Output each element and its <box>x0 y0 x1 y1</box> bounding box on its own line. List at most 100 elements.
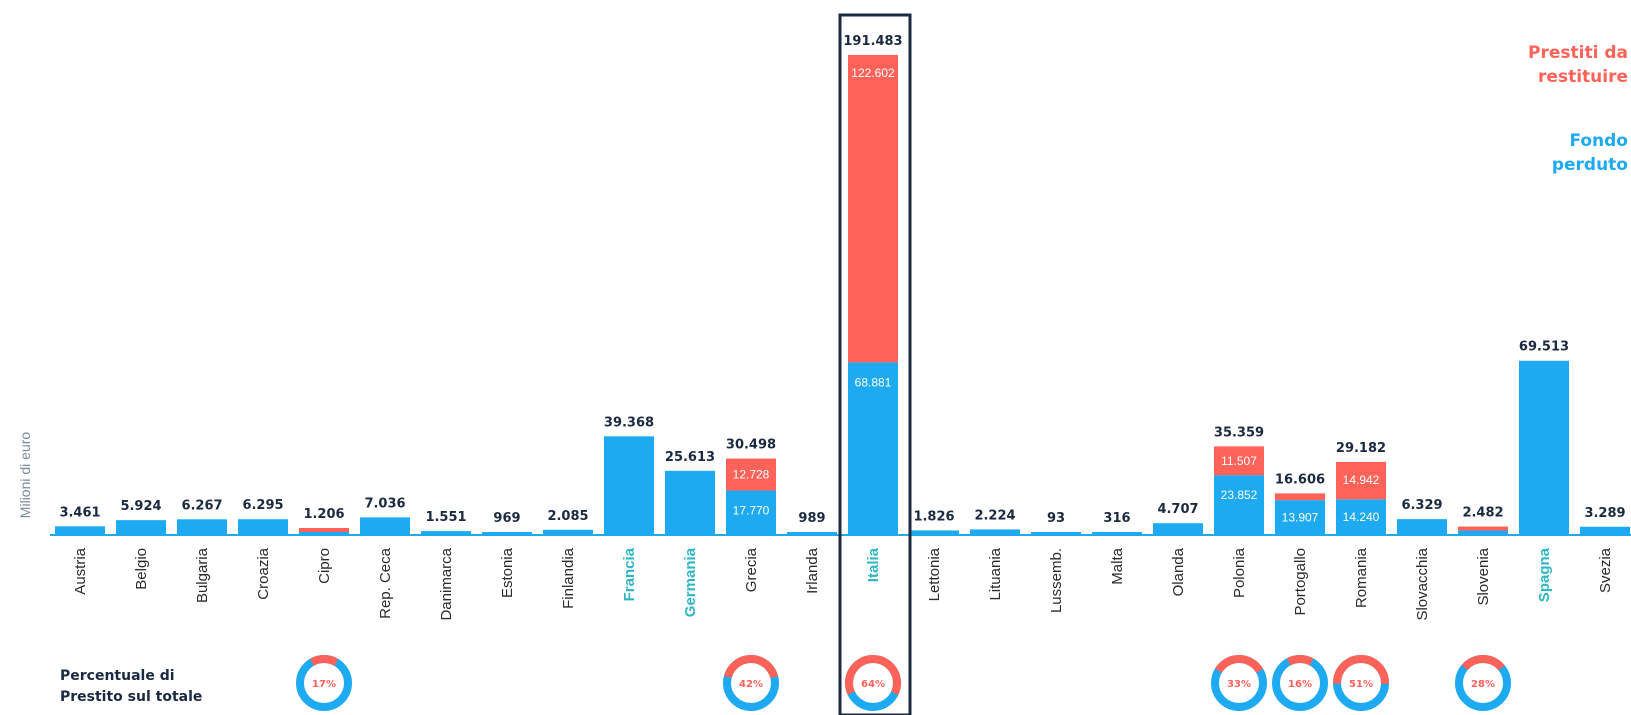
donut-loans-arc-italia <box>845 655 901 711</box>
category-label-finlandia: Finlandia <box>560 547 577 609</box>
donut-polonia: 33% <box>1211 655 1267 711</box>
bar-loans-polonia <box>1214 446 1264 476</box>
category-label-italia: Italia <box>865 547 882 582</box>
category-label-lituania: Lituania <box>987 547 1004 600</box>
category-label-austria: Austria <box>72 547 89 594</box>
bar-loans-slovenia <box>1458 526 1508 531</box>
bar-total-lettonia: 1.826 <box>913 509 954 524</box>
donut-label-cipro: 17% <box>312 679 336 690</box>
donut-loans-arc-portogallo <box>1272 655 1328 711</box>
loan-share-title-line1: Percentuale di <box>60 668 175 684</box>
category-label-croazia: Croazia <box>255 547 272 599</box>
bar-loans-label-grecia: 12.728 <box>733 468 770 482</box>
bar-grants-olanda <box>1153 523 1203 535</box>
donut-loans-arc-grecia <box>723 655 779 711</box>
bar-total-croazia: 6.295 <box>242 498 283 513</box>
category-label-francia: Francia <box>621 547 638 601</box>
bar-total-belgio: 5.924 <box>120 499 161 514</box>
bar-total-slovenia: 2.482 <box>1462 506 1503 521</box>
bar-grants-romania <box>1336 499 1386 535</box>
bar-total-austria: 3.461 <box>59 505 100 520</box>
donut-label-italia: 64% <box>861 679 885 690</box>
bar-grants-grecia <box>726 490 776 535</box>
bar-grants-italia <box>848 362 898 535</box>
bar-total-germania: 25.613 <box>665 450 715 465</box>
donut-label-slovenia: 28% <box>1471 679 1495 690</box>
donut-label-romania: 51% <box>1349 679 1373 690</box>
category-label-bulgaria: Bulgaria <box>194 547 211 603</box>
bar-grants-cipro <box>299 532 349 535</box>
bar-grants-spagna <box>1519 360 1569 535</box>
bar-grants-francia <box>604 436 654 535</box>
legend-grants-line1: Fondo <box>1569 131 1628 151</box>
donut-grecia: 42% <box>723 655 779 711</box>
legend-loans-line1: Prestiti da <box>1528 43 1628 63</box>
donut-portogallo: 16% <box>1272 655 1328 711</box>
bar-grants-bulgaria <box>177 519 227 535</box>
bar-total-grecia: 30.498 <box>726 438 776 453</box>
bar-grants-lettonia <box>909 530 959 535</box>
bar-grants-slovenia <box>1458 530 1508 535</box>
bar-total-polonia: 35.359 <box>1214 425 1264 440</box>
bar-grants-rep-ceca <box>360 517 410 535</box>
bar-total-cipro: 1.206 <box>303 507 344 522</box>
bar-total-lussemb: 93 <box>1047 511 1065 526</box>
bar-total-bulgaria: 6.267 <box>181 498 222 513</box>
bar-total-romania: 29.182 <box>1336 441 1386 456</box>
donut-slovenia: 28% <box>1455 655 1511 711</box>
category-labels: Austria Belgio Bulgaria Croazia Cipro Rep. Ce… <box>72 547 1614 620</box>
category-label-grecia: Grecia <box>743 547 760 592</box>
bar-grants-label-polonia: 23.852 <box>1221 488 1258 502</box>
bar-loans-grecia <box>726 458 776 491</box>
category-label-rep-ceca: Rep. Ceca <box>377 547 394 619</box>
donut-loans-arc-slovenia <box>1455 655 1511 711</box>
donut-loans-arc-romania <box>1333 655 1389 711</box>
bar-loans-italia <box>848 55 898 363</box>
bar-grants-germania <box>665 470 715 535</box>
category-label-malta: Malta <box>1109 547 1126 584</box>
category-label-lussemb: Lussemb. <box>1048 548 1065 613</box>
donut-loans-arc-polonia <box>1211 655 1267 711</box>
bar-total-rep-ceca: 7.036 <box>364 496 405 511</box>
legend: Prestiti da restituire Fondo perduto <box>1528 43 1628 175</box>
bar-grants-estonia <box>482 532 532 535</box>
bar-grants-croazia <box>238 519 288 535</box>
bar-loans-cipro <box>299 528 349 532</box>
bar-grants-slovacchia <box>1397 519 1447 535</box>
bar-grants-label-italia: 68.881 <box>855 375 892 389</box>
donut-label-grecia: 42% <box>739 679 763 690</box>
donut-italia: 64% <box>845 655 901 711</box>
category-label-danimarca: Danimarca <box>438 547 455 620</box>
category-label-lettonia: Lettonia <box>926 547 943 601</box>
bar-total-finlandia: 2.085 <box>547 509 588 524</box>
bar-total-olanda: 4.707 <box>1157 502 1198 517</box>
bar-total-danimarca: 1.551 <box>425 510 466 525</box>
donut-cipro: 17% <box>296 655 352 711</box>
bar-grants-finlandia <box>543 529 593 535</box>
donut-label-portogallo: 16% <box>1288 679 1312 690</box>
bar-total-slovacchia: 6.329 <box>1401 498 1442 513</box>
bar-grants-malta <box>1092 532 1142 535</box>
bars-layer: 17.770 12.728 68.881 122.602 23.852 11.507 13.… <box>55 55 1630 535</box>
bar-grants-svezia <box>1580 526 1630 535</box>
donut-romania: 51% <box>1333 655 1389 711</box>
category-label-spagna: Spagna <box>1536 547 1553 602</box>
bar-loans-portogallo <box>1275 493 1325 501</box>
category-label-estonia: Estonia <box>499 547 516 598</box>
bar-grants-polonia <box>1214 475 1264 535</box>
bar-total-portogallo: 16.606 <box>1275 472 1325 487</box>
category-label-germania: Germania <box>682 547 699 617</box>
category-label-romania: Romania <box>1353 547 1370 608</box>
category-label-cipro: Cipro <box>316 548 333 584</box>
bar-total-lituania: 2.224 <box>974 508 1015 523</box>
loan-share-title: Percentuale di Prestito sul totale <box>60 668 202 705</box>
bar-total-spagna: 69.513 <box>1519 340 1569 355</box>
category-label-polonia: Polonia <box>1231 547 1248 598</box>
loan-share-title-line2: Prestito sul totale <box>60 689 202 705</box>
bar-total-malta: 316 <box>1103 511 1130 526</box>
bar-total-svezia: 3.289 <box>1584 506 1625 521</box>
bar-grants-belgio <box>116 520 166 535</box>
bar-total-irlanda: 989 <box>798 511 825 526</box>
loan-share-donuts: 17% 42% 64% 33% 16% 51% 28% <box>296 655 1511 711</box>
